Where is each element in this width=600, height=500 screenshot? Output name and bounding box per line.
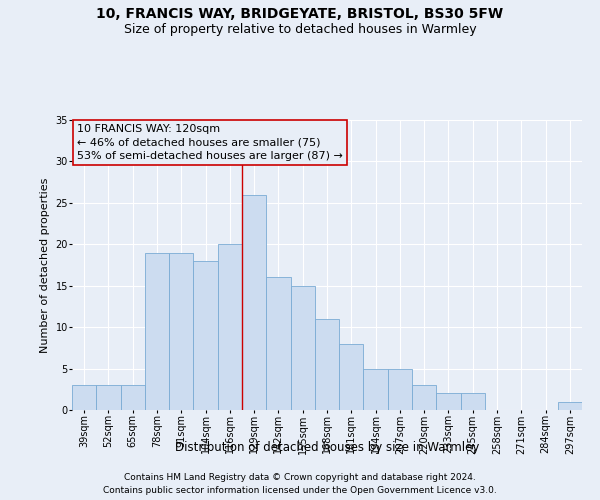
Bar xyxy=(558,402,582,410)
Bar xyxy=(388,368,412,410)
Bar xyxy=(364,368,388,410)
Bar xyxy=(436,394,461,410)
Bar xyxy=(315,319,339,410)
Bar xyxy=(193,261,218,410)
Text: Distribution of detached houses by size in Warmley: Distribution of detached houses by size … xyxy=(175,441,479,454)
Bar xyxy=(96,385,121,410)
Bar xyxy=(145,252,169,410)
Bar xyxy=(169,252,193,410)
Bar xyxy=(339,344,364,410)
Bar xyxy=(121,385,145,410)
Text: 10, FRANCIS WAY, BRIDGEYATE, BRISTOL, BS30 5FW: 10, FRANCIS WAY, BRIDGEYATE, BRISTOL, BS… xyxy=(97,8,503,22)
Text: 10 FRANCIS WAY: 120sqm
← 46% of detached houses are smaller (75)
53% of semi-det: 10 FRANCIS WAY: 120sqm ← 46% of detached… xyxy=(77,124,343,161)
Bar xyxy=(461,394,485,410)
Bar xyxy=(412,385,436,410)
Bar xyxy=(290,286,315,410)
Y-axis label: Number of detached properties: Number of detached properties xyxy=(40,178,50,352)
Text: Size of property relative to detached houses in Warmley: Size of property relative to detached ho… xyxy=(124,22,476,36)
Bar xyxy=(242,194,266,410)
Bar xyxy=(72,385,96,410)
Bar xyxy=(218,244,242,410)
Text: Contains HM Land Registry data © Crown copyright and database right 2024.
Contai: Contains HM Land Registry data © Crown c… xyxy=(103,474,497,495)
Bar xyxy=(266,278,290,410)
